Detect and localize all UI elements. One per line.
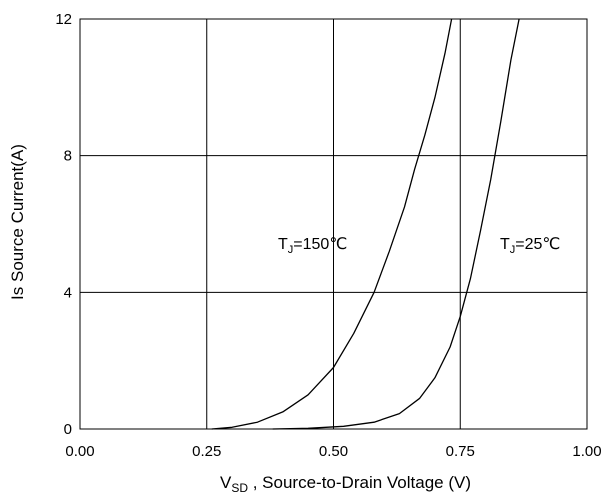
x-tick-label: 0.25: [192, 443, 221, 460]
x-tick-label: 0.00: [65, 443, 94, 460]
annotation-prefix: T: [500, 236, 510, 253]
series-line-1: [211, 18, 453, 430]
annotation-sub: J: [288, 244, 294, 256]
y-tick-label: 12: [55, 11, 72, 28]
y-tick-label: 0: [64, 421, 72, 438]
y-axis-label: Is Source Current(A): [8, 144, 27, 300]
series-annotation-2: TJ=25℃: [500, 236, 560, 256]
plot-frame: [79, 18, 588, 430]
series-annotation-1: TJ=150℃: [278, 236, 347, 256]
x-axis-label: VSD , Source-to-Drain Voltage (V): [220, 473, 471, 495]
x-tick-label: 1.00: [572, 443, 601, 460]
annotation-prefix: T: [278, 236, 288, 253]
x-tick-label: 0.75: [446, 443, 475, 460]
x-axis-label-main: V: [220, 473, 232, 492]
x-axis-label-sub: SD: [231, 481, 248, 495]
x-axis-label-rest: , Source-to-Drain Voltage (V): [248, 473, 471, 492]
series-line-2: [272, 18, 520, 430]
grid: [80, 19, 587, 429]
x-tick-label: 0.50: [319, 443, 348, 460]
annotation-suffix: =150℃: [293, 236, 347, 253]
annotations: TJ=150℃ TJ=25℃: [278, 236, 560, 256]
y-tick-label: 8: [64, 148, 72, 165]
annotation-suffix: =25℃: [515, 236, 560, 253]
y-tick-label: 4: [64, 284, 72, 301]
series-layer: [211, 18, 520, 430]
y-tick-labels: 0 4 8 12: [55, 11, 72, 438]
annotation-sub: J: [510, 244, 516, 256]
x-tick-labels: 0.00 0.25 0.50 0.75 1.00: [65, 443, 601, 460]
